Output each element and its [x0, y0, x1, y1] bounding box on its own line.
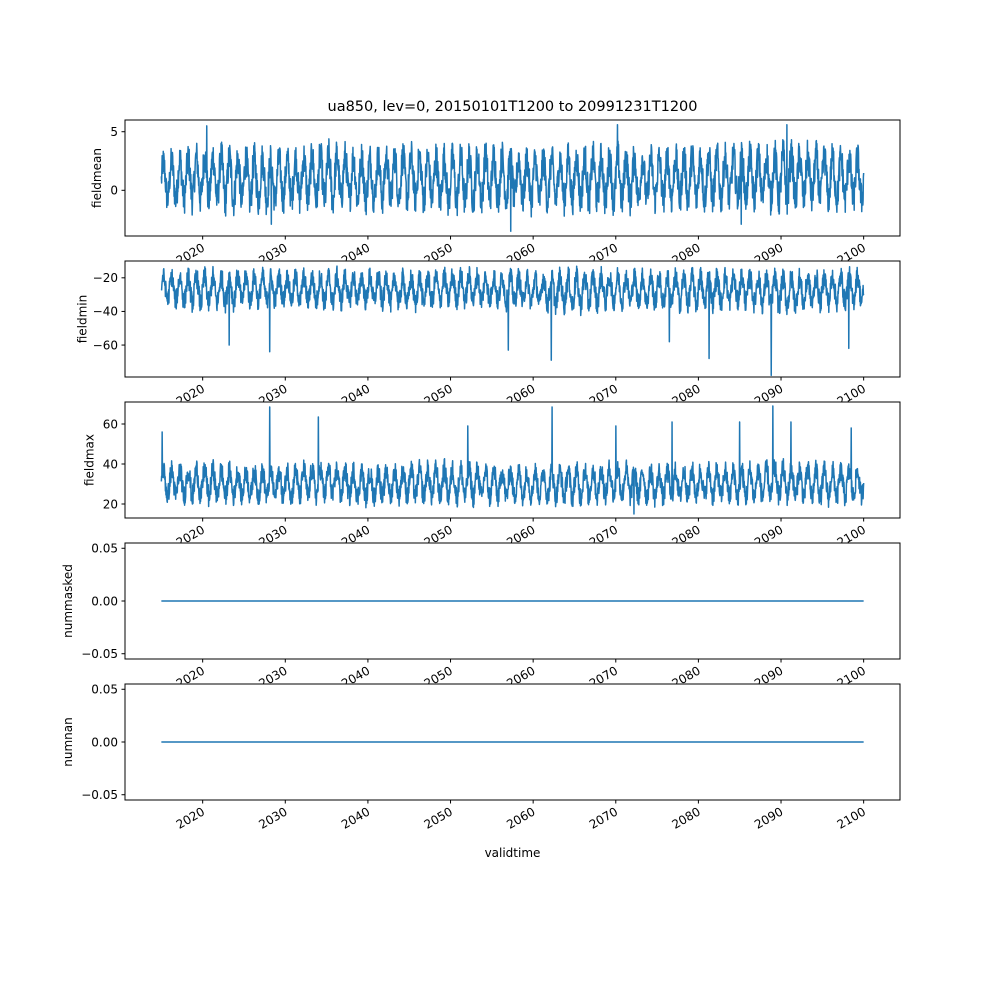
y-tick-label: 0.05 [91, 683, 118, 697]
y-axis-label: fieldmean [90, 148, 104, 208]
y-axis-label: fieldmax [83, 434, 97, 486]
series-line-fieldmean [160, 123, 865, 233]
y-tick-label: −0.05 [81, 788, 118, 802]
y-tick-label: 20 [103, 497, 118, 511]
y-tick-label: −40 [93, 305, 118, 319]
axes-frame [124, 119, 901, 237]
y-tick-label: −60 [93, 338, 118, 352]
y-tick-label: 5 [110, 125, 118, 139]
y-tick-label: 60 [103, 417, 118, 431]
y-tick-label: −20 [93, 271, 118, 285]
y-tick-label: 0.00 [91, 735, 118, 749]
y-tick-label: −0.05 [81, 647, 118, 661]
figure-title: ua850, lev=0, 20150101T1200 to 20991231T… [328, 99, 698, 115]
x-axis-label: validtime [485, 846, 541, 860]
axes-frame [124, 401, 901, 519]
y-axis-label: fieldmin [75, 295, 89, 344]
y-tick-label: 0 [110, 184, 118, 198]
series-line-fieldmax [160, 405, 865, 515]
y-tick-label: 40 [103, 457, 118, 471]
y-tick-label: 0.05 [91, 542, 118, 556]
y-axis-label: nummasked [61, 564, 75, 638]
series-line-fieldmin [160, 265, 865, 377]
axes-frame [124, 260, 901, 378]
y-axis-label: numnan [61, 717, 75, 766]
y-tick-label: 0.00 [91, 594, 118, 608]
